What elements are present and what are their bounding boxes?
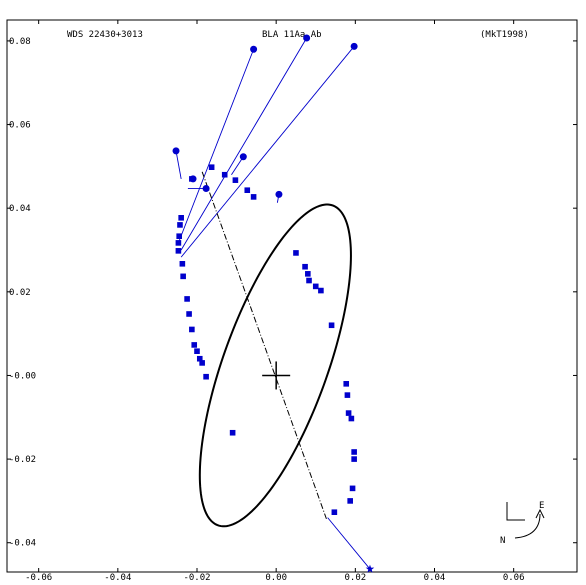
connector-line bbox=[180, 46, 355, 258]
y-tick-label: -0.04 bbox=[9, 539, 36, 549]
observation-circle bbox=[350, 42, 358, 50]
observation-square bbox=[199, 360, 205, 366]
observation-square bbox=[347, 498, 353, 504]
observation-circle bbox=[189, 175, 197, 183]
y-tick-label: 0.04 bbox=[9, 204, 31, 214]
observation-square bbox=[344, 392, 351, 398]
observation-square bbox=[302, 263, 308, 270]
observation-square bbox=[196, 355, 203, 362]
observation-square bbox=[229, 429, 236, 436]
axis-ticks bbox=[7, 20, 577, 572]
header-wds: WDS 22430+3013 bbox=[67, 30, 143, 40]
primary-star-marker bbox=[262, 361, 291, 390]
compass-arm bbox=[506, 502, 525, 521]
observation-square bbox=[203, 373, 209, 380]
predicted-position-star bbox=[365, 564, 375, 573]
observation-square bbox=[184, 296, 190, 302]
observation-square bbox=[191, 342, 198, 348]
observation-square bbox=[189, 326, 195, 333]
connector-line bbox=[327, 517, 371, 570]
x-tick-label: 0.02 bbox=[344, 573, 366, 583]
header-reference: (MkT1998) bbox=[480, 30, 529, 40]
observation-square bbox=[348, 415, 355, 422]
compass-rose: E N bbox=[500, 501, 545, 546]
x-tick-label: -0.04 bbox=[104, 573, 131, 583]
observation-square bbox=[178, 215, 184, 221]
observation-square bbox=[176, 233, 182, 239]
observation-square bbox=[177, 222, 183, 228]
observation-square bbox=[293, 250, 299, 256]
observation-square bbox=[175, 240, 182, 246]
observation-square bbox=[305, 271, 311, 277]
observation-square bbox=[351, 456, 357, 462]
observation-points bbox=[172, 34, 375, 573]
observation-square bbox=[221, 171, 228, 178]
observation-square bbox=[331, 509, 338, 515]
connector-line bbox=[180, 37, 308, 251]
compass-arrowhead bbox=[535, 508, 545, 519]
observation-square bbox=[318, 287, 324, 294]
observation-square bbox=[349, 485, 356, 492]
observation-square bbox=[180, 273, 186, 280]
residual-line bbox=[231, 156, 244, 175]
observation-circle bbox=[239, 153, 247, 161]
nodes-line bbox=[201, 171, 327, 520]
observation-square bbox=[306, 277, 312, 284]
observation-square bbox=[328, 322, 335, 329]
x-tick-label: -0.02 bbox=[183, 573, 210, 583]
y-tick-label: -0.02 bbox=[9, 455, 36, 465]
observation-square bbox=[351, 449, 357, 455]
observation-square bbox=[186, 311, 192, 317]
observation-square bbox=[208, 164, 215, 170]
observation-square bbox=[194, 348, 200, 354]
compass-east-label: E bbox=[539, 501, 544, 511]
observation-circle bbox=[275, 190, 283, 198]
observation-circle bbox=[250, 45, 258, 53]
line-of-nodes bbox=[201, 171, 327, 520]
y-tick-label: 0.02 bbox=[9, 288, 31, 298]
observation-square bbox=[250, 194, 257, 200]
y-tick-labels: -0.04 -0.02 -0.00 0.02 0.04 0.06 0.08 bbox=[9, 37, 36, 549]
observation-square bbox=[179, 261, 186, 267]
connector-line bbox=[177, 49, 255, 244]
observation-circle bbox=[202, 185, 210, 193]
observation-circle bbox=[172, 147, 180, 155]
observation-square bbox=[244, 187, 251, 193]
plot-frame bbox=[6, 19, 578, 573]
observation-square bbox=[345, 410, 352, 416]
observation-square bbox=[232, 177, 239, 183]
y-tick-label: -0.00 bbox=[9, 371, 36, 381]
x-tick-label: 0.00 bbox=[265, 573, 287, 583]
observation-square bbox=[343, 381, 350, 387]
orbit-ellipse bbox=[198, 203, 352, 528]
x-tick-labels: -0.06 -0.04 -0.02 0.00 0.02 0.04 0.06 bbox=[25, 573, 524, 583]
x-tick-label: -0.06 bbox=[25, 573, 52, 583]
observation-circle bbox=[303, 34, 311, 42]
y-tick-label: 0.06 bbox=[9, 121, 31, 131]
x-tick-label: 0.06 bbox=[503, 573, 525, 583]
observation-square bbox=[312, 283, 319, 290]
compass-north-label: N bbox=[500, 536, 505, 546]
observation-square bbox=[175, 248, 182, 254]
residual-line bbox=[175, 150, 182, 179]
orbit-path bbox=[198, 203, 352, 528]
x-tick-label: 0.04 bbox=[424, 573, 446, 583]
header-designation: BLA 11Aa,Ab bbox=[262, 30, 322, 40]
connector-lines bbox=[175, 37, 371, 570]
y-tick-label: 0.08 bbox=[9, 37, 31, 47]
compass-arrow bbox=[514, 513, 541, 539]
